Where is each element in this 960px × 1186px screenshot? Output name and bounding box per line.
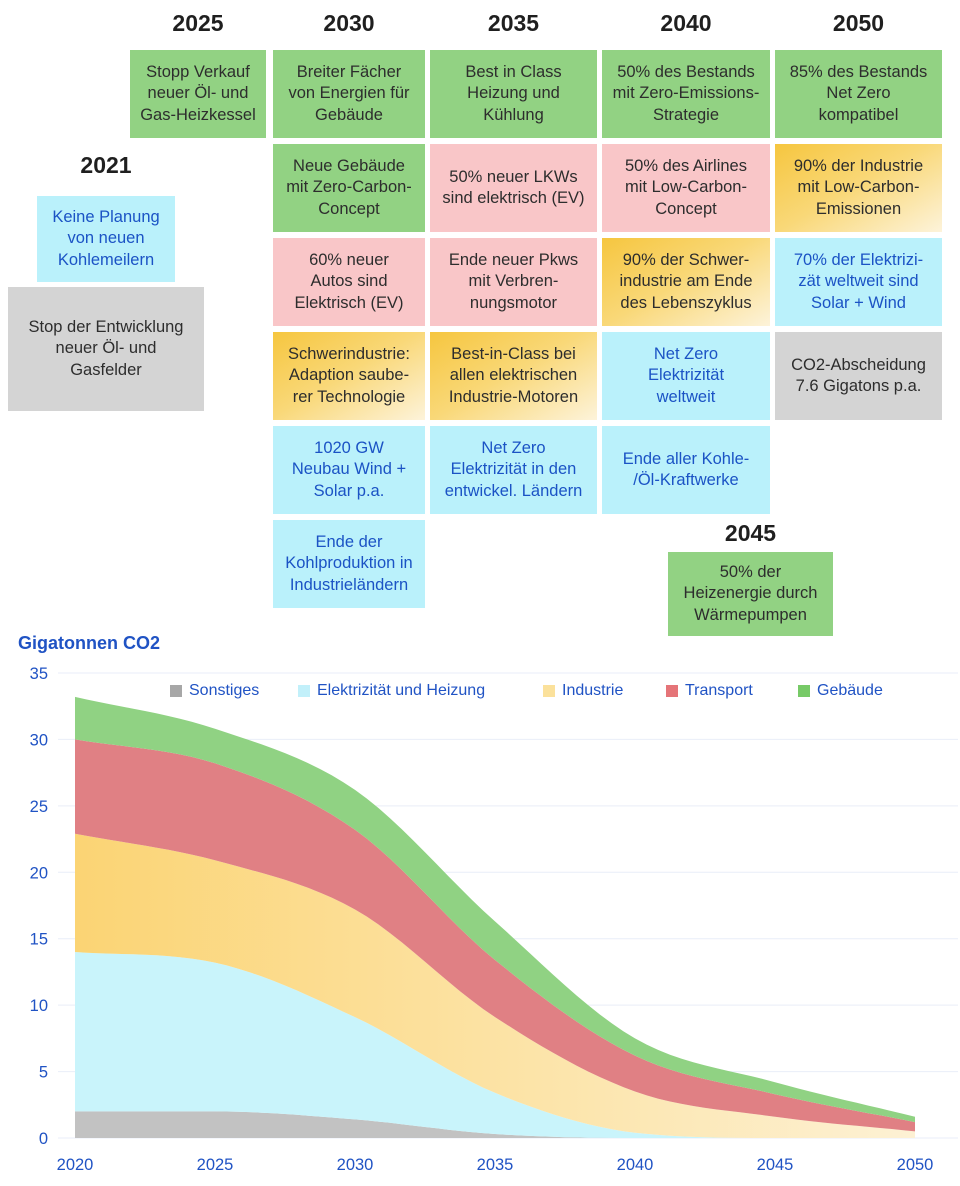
milestone-box: 50% der Heizenergie durch Wärmepumpen <box>668 552 833 636</box>
legend-swatch-industrie <box>543 685 555 697</box>
year-label-2050: 2050 <box>832 10 885 36</box>
milestone-box: 1020 GW Neubau Wind + Solar p.a. <box>273 426 425 514</box>
milestone-box: Best-in-Class bei allen elektrischen Ind… <box>430 332 597 420</box>
y-tick-label: 5 <box>39 1064 48 1082</box>
legend-swatch-elektrizitaet <box>298 685 310 697</box>
milestone-box: Breiter Fächer von Energien für Gebäude <box>273 50 425 138</box>
timeline-column-2030: Breiter Fächer von Energien für Gebäude … <box>273 50 425 608</box>
y-tick-label: 10 <box>30 997 48 1015</box>
timeline-column-2050: 85% des Bestands Net Zero kompatibel 90%… <box>775 50 942 420</box>
milestone-box: 50% neuer LKWs sind elektrisch (EV) <box>430 144 597 232</box>
milestone-box: 90% der Schwer- industrie am Ende des Le… <box>602 238 770 326</box>
milestone-box: 90% der Industrie mit Low-Carbon- Emissi… <box>775 144 942 232</box>
y-tick-label: 35 <box>30 665 48 683</box>
year-label-2025: 2025 <box>172 10 224 36</box>
timeline-column-2035: Best in Class Heizung und Kühlung 50% ne… <box>430 50 597 514</box>
legend-item-industrie: Industrie <box>543 682 623 700</box>
year-label-2035: 2035 <box>487 10 540 36</box>
milestone-box: CO2-Abscheidung 7.6 Gigatons p.a. <box>775 332 942 420</box>
legend-label: Gebäude <box>817 682 883 699</box>
area-transport <box>75 739 915 1132</box>
y-tick-label: 15 <box>30 931 48 949</box>
area-elektrizit-t-und-heizung <box>75 952 915 1138</box>
legend-swatch-gebaeude <box>798 685 810 697</box>
year-label-2040: 2040 <box>660 10 712 36</box>
legend-swatch-transport <box>666 685 678 697</box>
timeline-column-2040: 50% des Bestands mit Zero-Emissions- Str… <box>602 50 770 514</box>
legend-label: Sonstiges <box>189 682 260 699</box>
milestone-box: Net Zero Elektrizität in den entwickel. … <box>430 426 597 514</box>
milestone-box: Net Zero Elektrizität weltweit <box>602 332 770 420</box>
milestone-box: Ende der Kohlproduktion in Industrieländ… <box>273 520 425 608</box>
milestone-box: 70% der Elektrizi- zät weltweit sind Sol… <box>775 238 942 326</box>
legend-label: Transport <box>685 682 753 699</box>
y-tick-label: 25 <box>30 798 48 816</box>
area-industrie <box>75 833 915 1138</box>
milestone-box: Best in Class Heizung und Kühlung <box>430 50 597 138</box>
timeline-column-2025: Stopp Verkauf neuer Öl- und Gas-Heizkess… <box>130 50 266 138</box>
year-label-2030: 2030 <box>323 10 375 36</box>
area-sonstiges <box>75 1111 915 1138</box>
year-label-2021: 2021 <box>80 152 132 178</box>
x-tick-label: 2040 <box>617 1156 654 1174</box>
x-tick-label: 2035 <box>477 1156 514 1174</box>
milestone-box: Stopp Verkauf neuer Öl- und Gas-Heizkess… <box>130 50 266 138</box>
legend-item-elektrizitaet: Elektrizität und Heizung <box>298 682 485 700</box>
milestone-box: 85% des Bestands Net Zero kompatibel <box>775 50 942 138</box>
year-label-2045: 2045 <box>724 520 777 546</box>
legend-item-sonstiges: Sonstiges <box>170 682 259 700</box>
x-tick-label: 2030 <box>337 1156 374 1174</box>
milestone-box: 50% des Airlines mit Low-Carbon- Concept <box>602 144 770 232</box>
y-tick-label: 20 <box>30 864 48 882</box>
timeline-column-2021: Keine Planung von neuen Kohlemeilern Sto… <box>8 196 204 411</box>
milestone-box: Ende neuer Pkws mit Verbren- nungsmotor <box>430 238 597 326</box>
timeline-column-2045: 50% der Heizenergie durch Wärmepumpen <box>668 552 833 636</box>
milestone-box: Stop der Entwicklung neuer Öl- und Gasfe… <box>8 287 204 411</box>
milestone-box: Neue Gebäude mit Zero-Carbon- Concept <box>273 144 425 232</box>
milestone-box: Schwerindustrie: Adaption saube- rer Tec… <box>273 332 425 420</box>
x-tick-label: 2020 <box>57 1156 94 1174</box>
milestone-box: Keine Planung von neuen Kohlemeilern <box>37 196 175 282</box>
milestone-box: 60% neuer Autos sind Elektrisch (EV) <box>273 238 425 326</box>
legend-label: Industrie <box>562 682 624 699</box>
milestone-box: Ende aller Kohle- /Öl-Kraftwerke <box>602 426 770 514</box>
legend-item-transport: Transport <box>666 682 753 700</box>
x-tick-label: 2050 <box>897 1156 934 1174</box>
y-tick-label: 30 <box>30 731 48 749</box>
x-tick-label: 2025 <box>197 1156 234 1174</box>
legend-label: Elektrizität und Heizung <box>317 682 486 699</box>
legend-swatch-sonstiges <box>170 685 182 697</box>
area-geb-ude <box>75 696 915 1123</box>
x-tick-label: 2045 <box>757 1156 794 1174</box>
chart-title: Gigatonnen CO2 <box>18 633 161 653</box>
legend-item-gebaeude: Gebäude <box>798 682 883 700</box>
milestone-box: 50% des Bestands mit Zero-Emissions- Str… <box>602 50 770 138</box>
y-tick-label: 0 <box>39 1130 48 1148</box>
